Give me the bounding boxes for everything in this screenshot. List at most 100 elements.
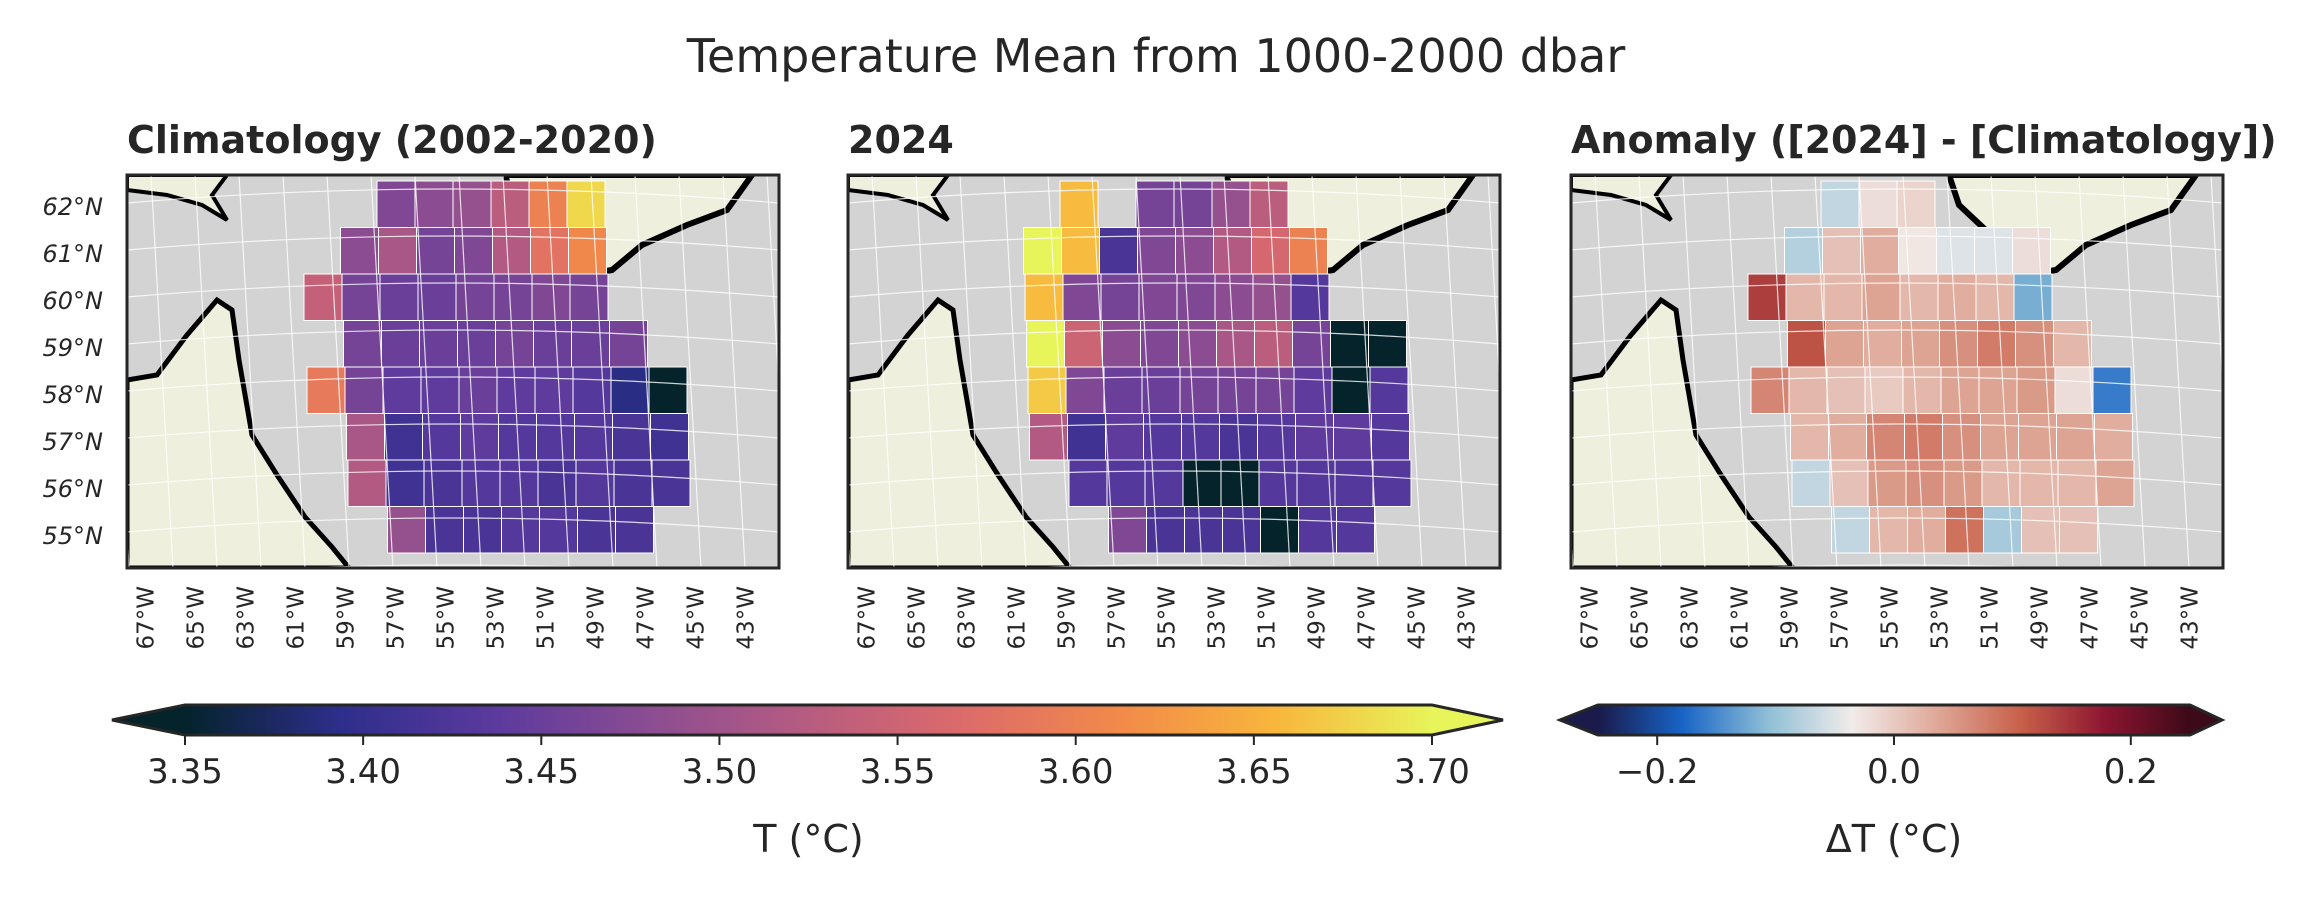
lon-tick-label: 47°W (634, 586, 660, 650)
lon-tick-label: 53°W (1928, 586, 1954, 650)
heatmap-cell (1747, 273, 1787, 321)
meridian-line (194, 175, 218, 568)
heatmap-cell (493, 273, 533, 321)
lon-tick-label: 45°W (684, 586, 710, 650)
heatmap-cell (1822, 227, 1861, 275)
parallel-line (1571, 329, 2223, 345)
heatmap-cell (1785, 273, 1825, 321)
heatmap-cell (572, 366, 612, 414)
heatmap-cell (2092, 366, 2132, 414)
heatmap-cell (1829, 459, 1869, 507)
parallel-line (1571, 282, 2223, 298)
heatmap-cell (1826, 366, 1866, 414)
parallel-line (1571, 517, 2223, 533)
meridian-line (1135, 175, 1159, 568)
meridian-line (1399, 175, 1423, 568)
colorbar-tick-label: 3.65 (1216, 752, 1292, 792)
heatmap-cell (1182, 459, 1222, 507)
heatmap-cell (1371, 413, 1410, 461)
lon-tick-label: 43°W (734, 586, 760, 650)
meridian-line (414, 175, 438, 568)
heatmap-cell (533, 320, 572, 368)
meridian-line (1858, 175, 1882, 568)
heatmap-cell (2054, 366, 2094, 414)
map-area (127, 175, 779, 568)
labrador-land (848, 296, 1074, 568)
lon-tick-label: 61°W (1005, 586, 1031, 650)
meridian-line (1946, 175, 1970, 568)
heatmap-cell (414, 180, 454, 228)
graticule (848, 175, 1500, 568)
panel-title: Anomaly ([2024] - [Climatology]) (1571, 118, 2277, 162)
lon-tick-label: 59°W (334, 586, 360, 650)
lon-tick-label: 65°W (1628, 586, 1654, 650)
colorbar-tick-label: 3.60 (1038, 752, 1114, 792)
meridian-line (150, 175, 174, 568)
heatmap-cell (534, 366, 574, 414)
colorbar-anomaly: −0.2 0.0 0.2 ΔT (°C) (1555, 703, 2226, 861)
parallel-line (127, 188, 779, 204)
heatmap-cell (1858, 180, 1898, 228)
lat-tick-label: 62°N (43, 193, 104, 221)
parallel-line (1571, 188, 2223, 204)
heatmap-cell (1791, 459, 1831, 507)
heatmap-cell (1260, 506, 1299, 554)
lat-tick-label: 59°N (43, 334, 104, 362)
lon-tick-label: 57°W (1105, 586, 1131, 650)
heatmap-cell (566, 180, 606, 228)
lon-tick-label: 55°W (1155, 586, 1181, 650)
parallel-line (127, 423, 779, 439)
lon-tick-label: 57°W (1828, 586, 1854, 650)
meridian-line (458, 175, 482, 568)
colorbar-outline (1555, 703, 2226, 737)
heatmap-cell (1828, 413, 1867, 461)
heatmap-cell (1331, 366, 1371, 414)
map-area (848, 175, 1500, 568)
heatmap-cell (1975, 273, 2015, 321)
meridian-line (678, 175, 702, 568)
colorbar-tick-label: 0.2 (2104, 752, 2158, 792)
heatmap-cell (2013, 273, 2053, 321)
heatmap-cell (1023, 227, 1062, 275)
parallel-line (1571, 376, 2223, 392)
lon-tick-label: 63°W (955, 586, 981, 650)
heatmap-cell (1103, 366, 1143, 414)
meridian-line (1814, 175, 1838, 568)
colorbar-tick-label: 3.45 (503, 752, 579, 792)
lon-tick-label: 63°W (234, 586, 260, 650)
colorbar-tick-label: 3.55 (860, 752, 936, 792)
parallel-line (127, 282, 779, 298)
lon-tick-label: 45°W (2128, 586, 2154, 650)
heatmap-cell (1860, 227, 1899, 275)
heatmap-cell (2057, 459, 2097, 507)
heatmap-cell (651, 459, 691, 507)
heatmap-cell (384, 413, 423, 461)
heatmap-cell (376, 180, 416, 228)
lon-tick-label: 63°W (1678, 586, 1704, 650)
meridian-line (370, 175, 394, 568)
heatmap-cell (1254, 320, 1293, 368)
colorbar-tick-label: 3.70 (1394, 752, 1470, 792)
meridian-line (1047, 175, 1071, 568)
heatmap-cell (1981, 459, 2021, 507)
heatmap-cell (1100, 273, 1140, 321)
heatmap-cell (1825, 320, 1864, 368)
heatmap-cell (1980, 413, 2019, 461)
lon-tick-label: 53°W (484, 586, 510, 650)
colorbar-extend-high (2190, 705, 2222, 735)
heatmap-cell (1029, 413, 1068, 461)
heatmap-cell (382, 366, 422, 414)
heatmap-cell (1059, 180, 1099, 228)
heatmap-cell (1099, 227, 1138, 275)
heatmap-cell (1102, 320, 1141, 368)
parallel-line (848, 517, 1500, 533)
heatmap-cell (340, 227, 379, 275)
heatmap-cell (1368, 320, 1407, 368)
meridian-line (1443, 175, 1467, 568)
map-panel-left: Climatology (2002-2020) 62°N 61°N 60°N 59°N 5… (43, 118, 781, 650)
colorbar-extend-low (1560, 705, 1598, 735)
colorbar-temperature: 3.35 3.40 3.45 3.50 3.55 3.60 3.65 3.70 T (°C) (111, 703, 1504, 861)
heatmap-cell (1176, 273, 1216, 321)
meridian-line (915, 175, 939, 568)
parallel-line (127, 235, 779, 251)
